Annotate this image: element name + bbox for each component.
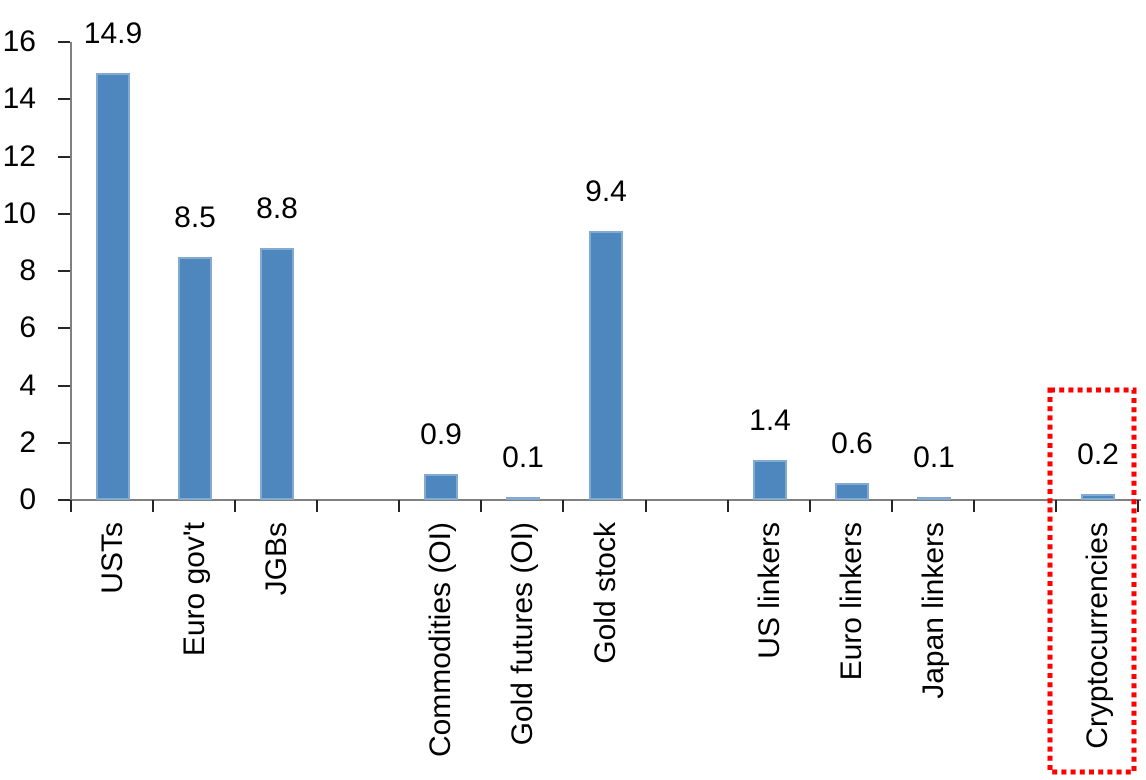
y-tick-label: 4 [19, 369, 36, 402]
bar-US linkers [753, 460, 787, 500]
y-tick-label: 8 [19, 254, 36, 287]
y-tick [58, 270, 70, 272]
bar-Gold futures (OI) [506, 497, 540, 500]
x-tick [1055, 500, 1057, 512]
category-label-gold-futures-oi-: Gold futures (OI) [506, 522, 539, 746]
x-tick [562, 500, 564, 512]
x-tick [891, 500, 893, 512]
bar-value-label: 8.8 [256, 192, 298, 225]
bar-Commodities (OI) [424, 474, 458, 500]
x-tick [809, 500, 811, 512]
category-label-usts: USTs [96, 522, 129, 594]
y-tick-label: 6 [19, 311, 36, 344]
y-tick [58, 213, 70, 215]
y-tick [58, 499, 70, 501]
y-tick [58, 442, 70, 444]
y-tick [58, 385, 70, 387]
bar-USTs [96, 73, 130, 500]
category-label-japan-linkers: Japan linkers [917, 522, 950, 699]
category-label-gold-stock: Gold stock [589, 522, 622, 664]
bar-JGBs [260, 248, 294, 500]
bar-Euro gov't [178, 257, 212, 500]
bar-Euro linkers [835, 483, 869, 500]
y-tick [58, 327, 70, 329]
bar-value-label: 1.4 [749, 404, 791, 437]
bar-Cryptocurrencies [1081, 494, 1115, 500]
category-label-us-linkers: US linkers [753, 522, 786, 659]
x-tick [973, 500, 975, 512]
x-tick [480, 500, 482, 512]
x-tick [234, 500, 236, 512]
x-axis-line [70, 499, 1141, 501]
x-tick [398, 500, 400, 512]
y-tick-label: 16 [2, 25, 36, 58]
x-tick [152, 500, 154, 512]
x-tick [316, 500, 318, 512]
bar-value-label: 14.9 [83, 17, 143, 50]
category-label-commodities-oi-: Commodities (OI) [424, 522, 457, 758]
bar-value-label: 0.2 [1077, 438, 1119, 471]
y-tick-label: 14 [2, 82, 36, 115]
y-tick-label: 12 [2, 140, 36, 173]
y-tick-label: 2 [19, 426, 36, 459]
bar-Japan linkers [917, 497, 951, 500]
y-tick [58, 156, 70, 158]
category-label-euro-linkers: Euro linkers [835, 522, 868, 681]
bar-value-label: 0.6 [831, 427, 873, 460]
y-tick-label: 10 [2, 197, 36, 230]
bar-value-label: 0.1 [502, 441, 544, 474]
category-label-cryptocurrencies: Cryptocurrencies [1081, 522, 1114, 749]
category-label-jgbs: JGBs [260, 522, 293, 596]
category-label-euro-gov-t: Euro gov't [178, 522, 211, 657]
x-tick [70, 500, 72, 512]
bar-value-label: 0.1 [913, 441, 955, 474]
y-tick [58, 41, 70, 43]
x-tick [1137, 500, 1139, 512]
y-axis-line [70, 42, 72, 512]
bar-Gold stock [589, 231, 623, 500]
y-tick-label: 0 [19, 483, 36, 516]
y-tick [58, 98, 70, 100]
x-tick [645, 500, 647, 512]
bar-value-label: 9.4 [585, 175, 627, 208]
bar-value-label: 8.5 [174, 201, 216, 234]
bar-value-label: 0.9 [420, 418, 462, 451]
x-tick [727, 500, 729, 512]
